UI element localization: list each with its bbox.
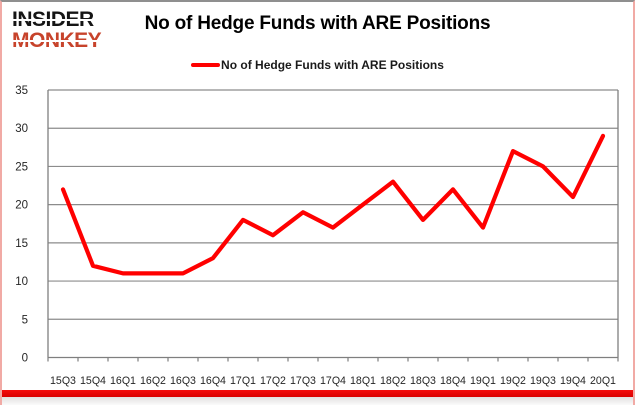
y-axis-tick-label: 15 [15, 238, 28, 250]
y-axis-tick-label: 10 [15, 276, 28, 288]
x-axis-tick-label: 20Q1 [590, 375, 616, 387]
y-axis-tick-label: 30 [15, 123, 28, 135]
x-axis-tick-label: 16Q3 [170, 375, 196, 387]
x-axis-tick-label: 19Q1 [470, 375, 496, 387]
x-axis-tick-label: 17Q3 [290, 375, 316, 387]
chart-legend: No of Hedge Funds with ARE Positions [2, 58, 633, 72]
x-axis-tick-label: 16Q1 [110, 375, 136, 387]
y-axis-tick-label: 5 [22, 314, 28, 326]
x-axis-tick-label: 18Q1 [350, 375, 376, 387]
legend-label: No of Hedge Funds with ARE Positions [221, 58, 444, 72]
bottom-red-bar [2, 390, 633, 397]
y-axis-tick-label: 35 [15, 85, 28, 97]
page-title: No of Hedge Funds with ARE Positions [144, 13, 491, 34]
x-axis-tick-label: 15Q3 [50, 375, 76, 387]
x-axis-tick-label: 18Q3 [410, 375, 436, 387]
x-axis-tick-label: 16Q2 [140, 375, 166, 387]
y-axis-tick-label: 20 [15, 200, 28, 212]
x-axis-tick-label: 17Q1 [230, 375, 256, 387]
logo-stencil-stripe [12, 40, 114, 42]
x-axis-tick-label: 19Q3 [530, 375, 556, 387]
x-axis-tick-label: 18Q4 [440, 375, 466, 387]
x-axis-tick-label: 17Q2 [260, 375, 286, 387]
logo-stencil-stripe [12, 19, 114, 21]
insider-monkey-logo: INSIDER MONKEY [12, 9, 114, 51]
x-axis-tick-label: 15Q4 [80, 375, 106, 387]
x-axis-tick-label: 18Q2 [380, 375, 406, 387]
x-axis-tick-label: 17Q4 [320, 375, 346, 387]
series-line [60, 133, 606, 276]
x-axis-tick-label: 16Q4 [200, 375, 226, 387]
y-axis-tick-label: 25 [15, 161, 28, 173]
x-axis-tick-label: 19Q4 [560, 375, 586, 387]
bottom-shadow-strip [2, 397, 633, 405]
legend-line-marker [191, 63, 221, 67]
x-axis-tick-label: 19Q2 [500, 375, 526, 387]
y-axis-tick-label: 0 [22, 353, 28, 365]
